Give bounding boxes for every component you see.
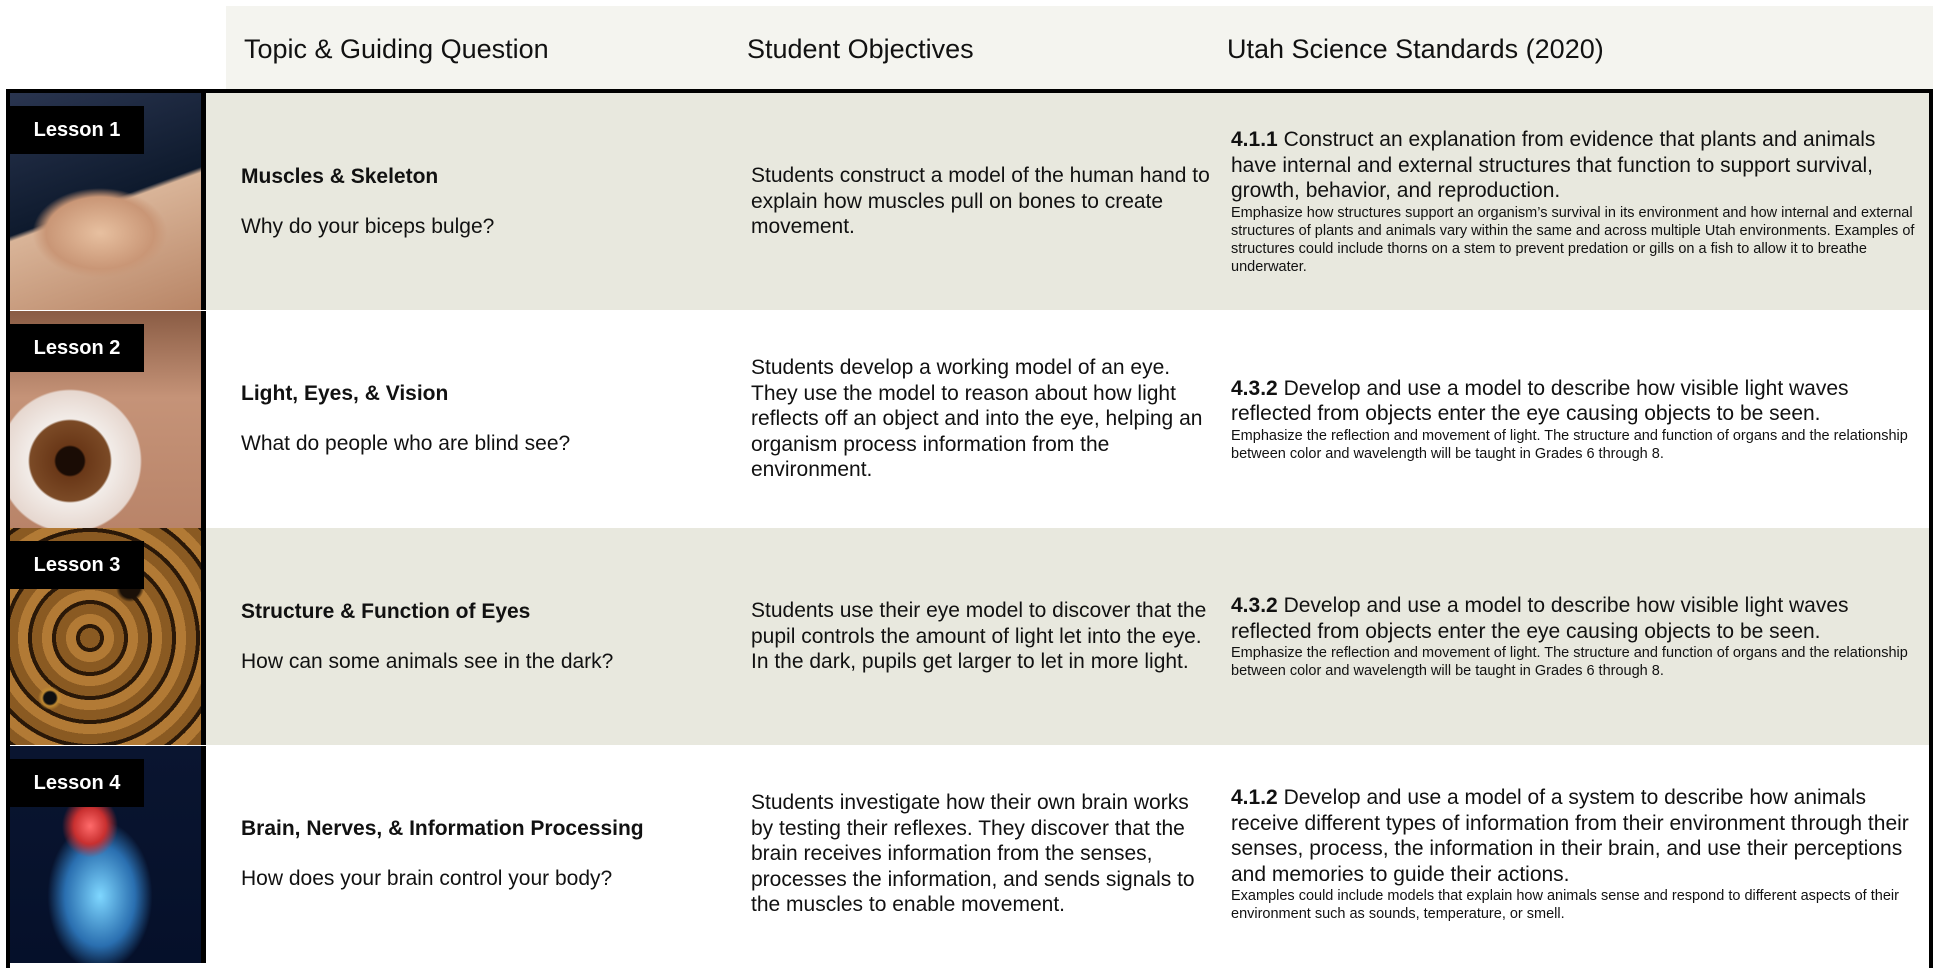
guiding-question: Why do your biceps bulge? bbox=[241, 214, 495, 238]
objective: Students develop a working model of an e… bbox=[751, 356, 1203, 482]
standard-code: 4.3.2 bbox=[1231, 594, 1278, 617]
objective: Students construct a model of the human … bbox=[751, 164, 1210, 239]
standard-text-block: 4.1.2 Develop and use a model of a syste… bbox=[1231, 785, 1921, 887]
lesson-label: Lesson 3 bbox=[10, 541, 144, 589]
lesson-label: Lesson 4 bbox=[10, 758, 144, 807]
lesson-row: Lesson 3 Structure & Function of Eyes How … bbox=[10, 528, 1929, 745]
standard-cell: 4.1.1 Construct an explanation from evid… bbox=[1231, 93, 1921, 310]
objective: Students investigate how their own brain… bbox=[751, 791, 1195, 917]
lesson-image: Lesson 4 bbox=[10, 745, 206, 963]
column-header: Utah Science Standards (2020) bbox=[1227, 34, 1604, 64]
column-header: Topic & Guiding Question bbox=[244, 34, 549, 64]
standard-note: Emphasize how structures support an orga… bbox=[1231, 204, 1915, 275]
topic-cell: Brain, Nerves, & Information Processing H… bbox=[241, 746, 711, 963]
standard-text: Construct an explanation from evidence t… bbox=[1231, 128, 1876, 203]
lesson-image: Lesson 1 bbox=[10, 93, 206, 310]
standard-code: 4.1.2 bbox=[1231, 786, 1278, 809]
table-header: Topic & Guiding Question Student Objecti… bbox=[226, 6, 1933, 89]
objective: Students use their eye model to discover… bbox=[751, 599, 1207, 674]
standard-text-block: 4.3.2 Develop and use a model to describ… bbox=[1231, 593, 1921, 644]
topic-title: Brain, Nerves, & Information Processing bbox=[241, 817, 644, 840]
standard-text: Develop and use a model to describe how … bbox=[1231, 594, 1849, 643]
lesson-label: Lesson 1 bbox=[10, 106, 144, 154]
topic-title: Light, Eyes, & Vision bbox=[241, 382, 449, 405]
standard-cell: 4.3.2 Develop and use a model to describ… bbox=[1231, 311, 1921, 528]
lesson-row: Lesson 4 Brain, Nerves, & Information Pro… bbox=[10, 745, 1929, 963]
topic-title: Structure & Function of Eyes bbox=[241, 599, 531, 623]
standard-note: Emphasize the reflection and movement of… bbox=[1231, 427, 1908, 462]
topic-cell: Light, Eyes, & Vision What do people who … bbox=[241, 311, 711, 528]
standard-cell: 4.1.2 Develop and use a model of a syste… bbox=[1231, 746, 1921, 963]
lesson-row: Lesson 1 Muscles & Skeleton Why do your bi… bbox=[10, 93, 1929, 310]
topic-cell: Structure & Function of Eyes How can some… bbox=[241, 528, 711, 745]
guiding-question: How does your brain control your body? bbox=[241, 867, 613, 890]
lesson-label: Lesson 2 bbox=[10, 323, 144, 372]
standard-text-block: 4.3.2 Develop and use a model to describ… bbox=[1231, 376, 1921, 427]
standard-code: 4.3.2 bbox=[1231, 376, 1278, 400]
guiding-question: What do people who are blind see? bbox=[241, 432, 571, 455]
lesson-image: Lesson 2 bbox=[10, 310, 206, 528]
column-header: Student Objectives bbox=[747, 34, 974, 64]
standard-code: 4.1.1 bbox=[1231, 128, 1278, 152]
standard-text: Develop and use a model of a system to d… bbox=[1231, 786, 1909, 886]
standard-note: Emphasize the reflection and movement of… bbox=[1231, 645, 1908, 679]
guiding-question: How can some animals see in the dark? bbox=[241, 649, 614, 673]
lesson-image: Lesson 3 bbox=[10, 528, 206, 745]
standard-text-block: 4.1.1 Construct an explanation from evid… bbox=[1231, 127, 1921, 204]
topic-title: Muscles & Skeleton bbox=[241, 164, 439, 188]
standard-cell: 4.3.2 Develop and use a model to describ… bbox=[1231, 528, 1921, 745]
lesson-row: Lesson 2 Light, Eyes, & Vision What do peo… bbox=[10, 310, 1929, 528]
standard-text: Develop and use a model to describe how … bbox=[1231, 376, 1849, 426]
standard-note: Examples could include models that expla… bbox=[1231, 888, 1899, 922]
topic-cell: Muscles & Skeleton Why do your biceps bul… bbox=[241, 93, 711, 310]
lesson-table: Lesson 1 Muscles & Skeleton Why do your bi… bbox=[6, 89, 1933, 968]
